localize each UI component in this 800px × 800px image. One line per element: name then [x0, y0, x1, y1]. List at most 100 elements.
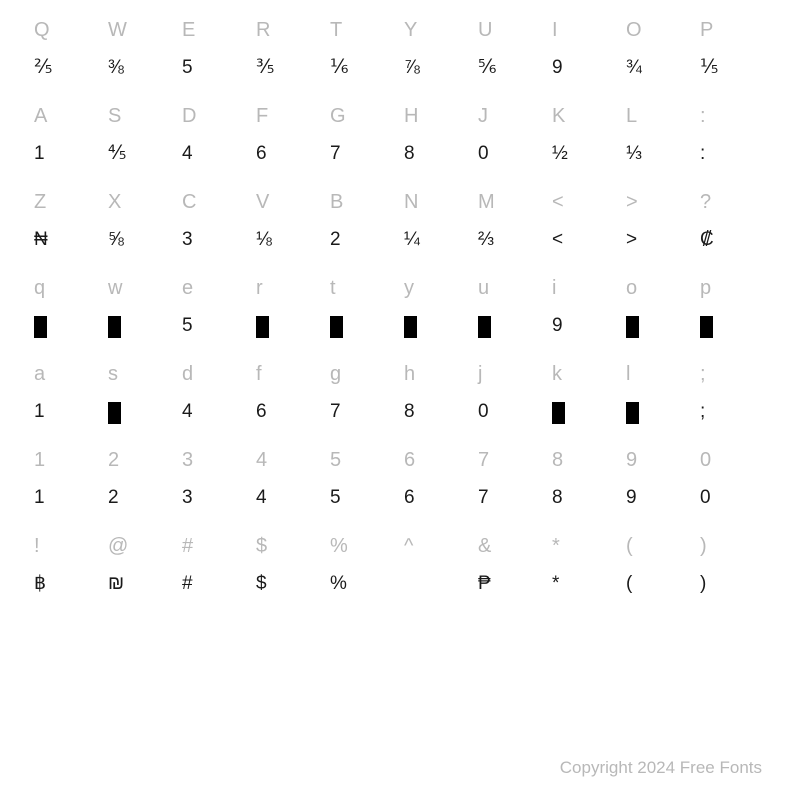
key-label: 4 [256, 450, 268, 470]
glyph: % [330, 574, 347, 593]
glyph [256, 316, 269, 338]
charmap-cell: &₱ [474, 536, 548, 622]
charmap-cell: N¼ [400, 192, 474, 278]
charmap-cell: ?₡ [696, 192, 770, 278]
key-label: j [478, 364, 483, 384]
charmap-cell: j0 [474, 364, 548, 450]
key-label: t [330, 278, 336, 298]
glyph: ⅕ [700, 58, 718, 77]
charmap-cell: o [622, 278, 696, 364]
key-label: G [330, 106, 346, 126]
charmap-cell: 66 [400, 450, 474, 536]
glyph: 3 [182, 488, 193, 507]
key-label: s [108, 364, 119, 384]
charmap-cell: %% [326, 536, 400, 622]
key-label: T [330, 20, 343, 40]
charmap-cell: r [252, 278, 326, 364]
key-label: D [182, 106, 197, 126]
key-label: ! [34, 536, 40, 556]
glyph: 8 [404, 144, 415, 163]
key-label: ^ [404, 536, 414, 556]
glyph: 3 [182, 230, 193, 249]
key-label: : [700, 106, 706, 126]
charmap-cell: X⅝ [104, 192, 178, 278]
charmap-cell: ;; [696, 364, 770, 450]
charmap-cell: 88 [548, 450, 622, 536]
key-label: A [34, 106, 48, 126]
charmap-cell: G7 [326, 106, 400, 192]
key-label: y [404, 278, 415, 298]
charmap-cell: @₪ [104, 536, 178, 622]
glyph: ¾ [626, 58, 642, 77]
charmap-cell: E5 [178, 20, 252, 106]
key-label: 8 [552, 450, 564, 470]
glyph: 5 [330, 488, 341, 507]
key-label: 7 [478, 450, 490, 470]
key-label: w [108, 278, 123, 298]
charmap-cell: B2 [326, 192, 400, 278]
key-label: % [330, 536, 348, 556]
glyph: ( [626, 574, 632, 593]
key-label: u [478, 278, 490, 298]
charmap-cell: w [104, 278, 178, 364]
glyph: ⅝ [108, 230, 124, 249]
key-label: E [182, 20, 196, 40]
charmap-cell: d4 [178, 364, 252, 450]
key-label: r [256, 278, 263, 298]
charmap-cell: a1 [30, 364, 104, 450]
key-label: L [626, 106, 638, 126]
glyph: 4 [256, 488, 267, 507]
charmap-cell: F6 [252, 106, 326, 192]
glyph: ₦ [34, 230, 48, 249]
charmap-cell: Z₦ [30, 192, 104, 278]
key-label: Y [404, 20, 418, 40]
glyph: ⅓ [626, 144, 642, 163]
glyph: 8 [552, 488, 563, 507]
glyph: 1 [34, 144, 45, 163]
key-label: B [330, 192, 344, 212]
glyph: 9 [552, 58, 563, 77]
key-label: 3 [182, 450, 194, 470]
glyph: # [182, 574, 193, 593]
key-label: p [700, 278, 712, 298]
key-label: l [626, 364, 631, 384]
glyph: ⅔ [478, 230, 494, 249]
glyph: * [552, 574, 559, 593]
glyph: ⅙ [330, 58, 348, 77]
charmap-cell: :: [696, 106, 770, 192]
charmap-cell: p [696, 278, 770, 364]
key-label: f [256, 364, 262, 384]
charmap-cell: 55 [326, 450, 400, 536]
key-label: F [256, 106, 269, 126]
glyph: ⅚ [478, 58, 496, 77]
key-label: I [552, 20, 558, 40]
charmap-cell: 00 [696, 450, 770, 536]
key-label: * [552, 536, 560, 556]
key-label: @ [108, 536, 129, 556]
charmap-cell: M⅔ [474, 192, 548, 278]
glyph: 9 [552, 316, 563, 335]
key-label: M [478, 192, 495, 212]
glyph: 0 [700, 488, 711, 507]
charmap-cell: V⅛ [252, 192, 326, 278]
glyph: ½ [552, 144, 568, 163]
charmap-cell: ** [548, 536, 622, 622]
character-map-grid: Q⅖W⅜E5R⅗T⅙Y⅞U⅚I9O¾P⅕A1S⅘D4F6G7H8J0K½L⅓::… [30, 20, 770, 622]
glyph: ₪ [108, 574, 124, 593]
glyph: 2 [108, 488, 119, 507]
charmap-cell: q [30, 278, 104, 364]
charmap-cell: P⅕ [696, 20, 770, 106]
charmap-cell: S⅘ [104, 106, 178, 192]
glyph: ; [700, 402, 705, 421]
glyph: < [552, 230, 563, 249]
key-label: C [182, 192, 197, 212]
glyph: 7 [330, 402, 341, 421]
charmap-cell: )) [696, 536, 770, 622]
glyph: ⅘ [108, 144, 126, 163]
charmap-cell: h8 [400, 364, 474, 450]
glyph: 6 [256, 402, 267, 421]
key-label: V [256, 192, 270, 212]
glyph: $ [256, 574, 267, 593]
key-label: Q [34, 20, 50, 40]
charmap-cell: e5 [178, 278, 252, 364]
